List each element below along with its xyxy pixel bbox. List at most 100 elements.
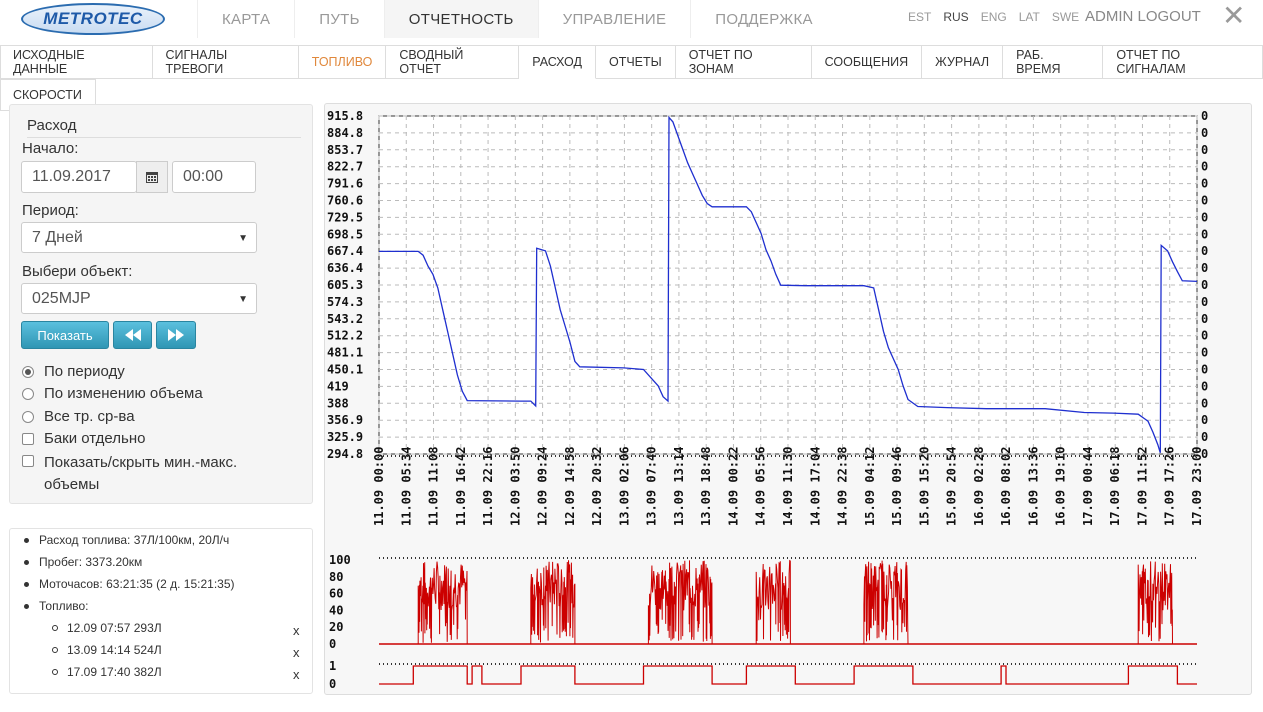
consumption-form-panel: Расход Начало: 11.09.2017 00:00 Период: … [9, 104, 313, 504]
speed-y-tick-label: 0 [329, 637, 336, 651]
refuel-text: 13.09 14:14 524Л [67, 643, 162, 657]
tab-work-time[interactable]: РАБ. ВРЕМЯ [1003, 45, 1104, 79]
y-tick-label: 729.5 [327, 210, 363, 224]
option-label: Все тр. ср-ва [44, 408, 135, 425]
x-tick-label: 13.09 13:14 [672, 447, 686, 526]
speed-activity-trace [755, 559, 791, 645]
y-tick-label: 419 [327, 379, 349, 393]
nav-support[interactable]: ПОДДЕРЖКА [690, 0, 837, 38]
right-tick-label: 0 [1201, 109, 1208, 123]
nav-route[interactable]: ПУТЬ [294, 0, 384, 38]
x-tick-label: 15.09 04:12 [863, 447, 877, 526]
x-tick-label: 15.09 09:46 [890, 447, 904, 526]
bullet [24, 538, 29, 543]
tab-summary-report[interactable]: СВОДНЫЙ ОТЧЕТ [386, 45, 520, 79]
object-select[interactable]: 025MJP ▼ [21, 283, 257, 314]
lang-lat[interactable]: LAT [1018, 10, 1040, 24]
tab-alarms[interactable]: СИГНАЛЫ ТРЕВОГИ [152, 45, 299, 79]
main-nav: КАРТА ПУТЬ ОТЧЕТНОСТЬ УПРАВЛЕНИЕ ПОДДЕРЖ… [197, 0, 837, 38]
bullet [52, 669, 58, 675]
caret-down-icon: ▼ [238, 233, 248, 244]
tab-signal-report[interactable]: ОТЧЕТ ПО СИГНАЛАМ [1103, 45, 1263, 79]
option-show-min-max[interactable]: Показать/скрыть мин.-макс. объемы [22, 452, 282, 496]
radio-icon[interactable] [22, 388, 34, 400]
admin-logout-link[interactable]: ADMIN LOGOUT [1085, 8, 1201, 25]
checkbox-icon[interactable] [22, 455, 34, 467]
option-by-volume-change[interactable]: По изменению объема [22, 385, 203, 402]
speed-y-tick-label: 60 [329, 587, 343, 601]
right-tick-label: 0 [1201, 363, 1208, 377]
right-tick-label: 0 [1201, 278, 1208, 292]
x-tick-label: 17.09 06:18 [1108, 447, 1122, 526]
tab-source-data[interactable]: ИСХОДНЫЕ ДАННЫЕ [0, 45, 153, 79]
lang-eng[interactable]: ENG [980, 10, 1007, 24]
lang-est[interactable]: EST [908, 10, 932, 24]
x-tick-label: 11.09 16:42 [454, 447, 468, 526]
period-select[interactable]: 7 Дней ▼ [21, 222, 257, 253]
refuel-item: 13.09 14:14 524Л [52, 643, 162, 657]
tab-reports[interactable]: ОТЧЕТЫ [595, 45, 676, 79]
x-tick-label: 14.09 17:04 [808, 447, 822, 526]
bullet [52, 647, 58, 653]
nav-management[interactable]: УПРАВЛЕНИЕ [537, 0, 691, 38]
right-tick-label: 0 [1201, 447, 1208, 461]
right-tick-label: 0 [1201, 160, 1208, 174]
x-tick-label: 16.09 02:28 [972, 447, 986, 526]
x-tick-label: 13.09 07:40 [645, 447, 659, 526]
x-tick-label: 15.09 15:20 [917, 447, 931, 526]
right-tick-label: 0 [1201, 261, 1208, 275]
lang-swe[interactable]: SWE [1051, 10, 1080, 24]
x-tick-label: 17.09 17:26 [1163, 447, 1177, 526]
right-tick-label: 0 [1201, 413, 1208, 427]
tab-zone-report[interactable]: ОТЧЕТ ПО ЗОНАМ [675, 45, 812, 79]
radio-icon[interactable] [22, 366, 34, 378]
y-tick-label: 822.7 [327, 160, 363, 174]
x-tick-label: 14.09 22:38 [836, 447, 850, 526]
summary-panel: Расход топлива: 37Л/100км, 20Л/ч Пробег:… [9, 528, 313, 694]
remove-refuel-button[interactable]: x [293, 667, 300, 682]
radio-icon[interactable] [22, 411, 34, 423]
y-tick-label: 760.6 [327, 194, 363, 208]
y-tick-label: 543.2 [327, 312, 363, 326]
fuel-chart-area: 915.8 0 884.8 0 853.7 0 822.7 0 791.6 0 760.6 0 729.… [324, 103, 1252, 695]
speed-activity-trace [417, 561, 468, 645]
tab-messages[interactable]: СООБЩЕНИЯ [811, 45, 923, 79]
nav-reports[interactable]: ОТЧЕТНОСТЬ [383, 0, 538, 38]
remove-refuel-button[interactable]: x [293, 645, 300, 660]
refuel-item: 12.09 07:57 293Л [52, 621, 162, 635]
fuel-consumption-item: Расход топлива: 37Л/100км, 20Л/ч [24, 533, 229, 547]
option-tanks-separately[interactable]: Баки отдельно [22, 430, 145, 447]
speed-y-tick-label: 40 [329, 603, 343, 617]
speed-y-tick-label: 20 [329, 620, 343, 634]
tab-consumption[interactable]: РАСХОД [519, 45, 596, 79]
mileage-item: Пробег: 3373.20км [24, 555, 142, 569]
start-date-input[interactable]: 11.09.2017 [21, 161, 137, 193]
y-tick-label: 574.3 [327, 295, 363, 309]
rewind-icon[interactable] [113, 321, 152, 349]
calendar-icon[interactable] [136, 161, 168, 193]
x-tick-label: 11.09 22:16 [481, 447, 495, 526]
engine-hours-item: Моточасов: 63:21:35 (2 д. 15:21:35) [24, 577, 235, 591]
tab-journal[interactable]: ЖУРНАЛ [922, 45, 1004, 79]
metrotec-logo[interactable]: METROTEC [21, 3, 165, 35]
option-all-vehicles[interactable]: Все тр. ср-ва [22, 408, 135, 425]
speed-y-tick-label: 80 [329, 570, 343, 584]
nav-map[interactable]: КАРТА [197, 0, 294, 38]
show-button[interactable]: Показать [21, 321, 109, 349]
tab-fuel[interactable]: ТОПЛИВО [298, 45, 387, 79]
top-bar: METROTEC КАРТА ПУТЬ ОТЧЕТНОСТЬ УПРАВЛЕНИ… [0, 0, 1263, 38]
right-tick-label: 0 [1201, 126, 1208, 140]
lang-rus[interactable]: RUS [943, 10, 969, 24]
x-tick-label: 16.09 08:02 [999, 447, 1013, 526]
close-icon[interactable]: ✕ [1222, 0, 1246, 31]
x-tick-label: 12.09 09:24 [536, 447, 550, 526]
checkbox-icon[interactable] [22, 433, 34, 445]
fast-forward-icon[interactable] [156, 321, 196, 349]
option-by-period[interactable]: По периоду [22, 363, 125, 380]
bullet [24, 560, 29, 565]
fuel-charts[interactable]: 915.8 0 884.8 0 853.7 0 822.7 0 791.6 0 760.6 0 729.… [325, 104, 1251, 694]
start-time-input[interactable]: 00:00 [172, 161, 256, 193]
right-tick-label: 0 [1201, 194, 1208, 208]
remove-refuel-button[interactable]: x [293, 623, 300, 638]
x-tick-label: 17.09 00:44 [1081, 447, 1095, 526]
